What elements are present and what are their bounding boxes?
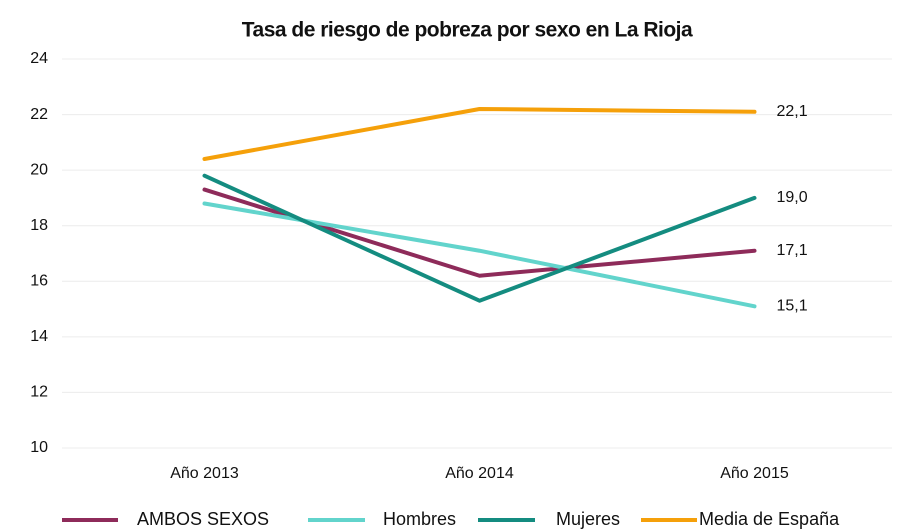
legend-label: AMBOS SEXOS [137,509,269,529]
data-label: 22,1 [777,103,808,120]
y-tick-label: 18 [30,217,48,234]
y-tick-label: 10 [30,439,48,456]
chart-title: Tasa de riesgo de pobreza por sexo en La… [242,19,693,42]
legend-label: Media de España [699,509,840,529]
data-label: 17,1 [777,242,808,259]
data-label: 15,1 [777,298,808,315]
legend-label: Mujeres [556,509,620,529]
y-tick-label: 12 [30,384,48,401]
x-tick-label: Año 2014 [445,465,514,482]
y-tick-label: 16 [30,273,48,290]
series-line [202,187,757,278]
y-tick-label: 24 [30,50,48,67]
x-tick-label: Año 2015 [720,465,789,482]
series-line [202,201,757,309]
data-label: 19,0 [777,189,808,206]
y-tick-label: 20 [30,161,48,178]
y-tick-label: 22 [30,106,48,123]
series-line [202,173,757,303]
series-line [202,107,757,162]
x-tick-label: Año 2013 [170,465,239,482]
legend-label: Hombres [383,509,456,529]
y-tick-label: 14 [30,328,48,345]
